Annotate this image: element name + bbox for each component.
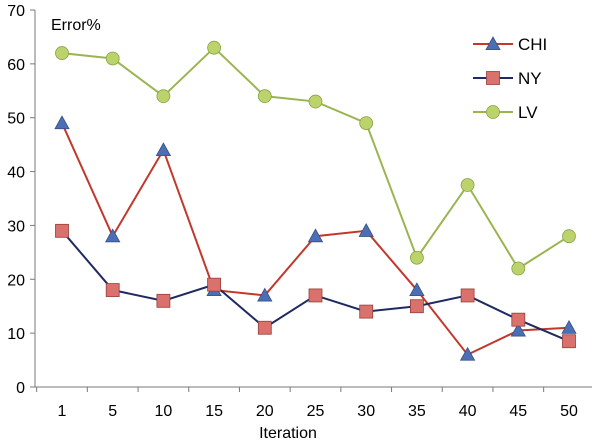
y-tick-label: 50 xyxy=(7,111,25,128)
data-point-ny xyxy=(562,334,576,349)
data-point-lv xyxy=(105,51,120,66)
data-point-chi xyxy=(105,228,121,243)
data-point-ny xyxy=(359,304,374,319)
x-tick-label: 35 xyxy=(408,403,426,420)
y-tick-label: 60 xyxy=(7,57,25,74)
series-line-ny xyxy=(61,230,570,343)
y-tick-label: 40 xyxy=(7,165,25,182)
data-point-lv xyxy=(156,89,171,104)
legend-marker xyxy=(485,36,501,50)
data-point-ny xyxy=(207,277,222,292)
legend-label: NY xyxy=(518,69,542,88)
legend-item-ny: NY xyxy=(473,69,542,88)
y-tick-label: 70 xyxy=(7,3,25,20)
series-chi xyxy=(54,115,577,361)
legend-label: LV xyxy=(518,103,538,122)
legend-item-chi: CHI xyxy=(473,35,547,54)
series-layer xyxy=(54,40,577,361)
x-tick-label: 10 xyxy=(155,403,173,420)
data-point-ny xyxy=(308,288,323,303)
legend-label: CHI xyxy=(518,35,547,54)
data-point-ny xyxy=(257,320,272,335)
data-point-lv xyxy=(207,40,222,55)
y-axis-title: Error% xyxy=(51,17,101,34)
data-point-chi xyxy=(307,228,324,243)
data-point-lv xyxy=(409,250,424,265)
data-point-lv xyxy=(308,94,323,109)
data-point-lv xyxy=(359,116,374,130)
legend-marker xyxy=(486,71,500,85)
x-tick-label: 45 xyxy=(509,403,527,420)
x-tick-label: 50 xyxy=(560,403,578,420)
data-point-lv xyxy=(511,261,526,276)
data-point-chi xyxy=(54,115,70,130)
series-ny xyxy=(55,223,576,349)
data-point-chi xyxy=(510,322,526,337)
x-tick-label: 1 xyxy=(58,403,67,420)
y-tick-label: 10 xyxy=(7,326,25,343)
x-tick-label: 30 xyxy=(357,403,375,420)
legend-item-lv: LV xyxy=(473,103,538,122)
data-point-ny xyxy=(156,293,171,308)
data-point-chi xyxy=(358,222,374,237)
data-point-ny xyxy=(55,223,69,238)
x-ticks: 1 5 10 15 20 25 30 35 40 45 50 xyxy=(36,387,578,420)
data-point-lv xyxy=(55,46,69,60)
x-tick-label: 40 xyxy=(459,403,477,420)
data-point-chi xyxy=(409,282,425,297)
data-point-chi xyxy=(561,319,577,334)
data-point-lv xyxy=(257,89,272,104)
legend-marker xyxy=(486,105,500,119)
x-tick-label: 15 xyxy=(205,403,223,420)
data-point-lv xyxy=(460,178,475,192)
legend: CHI NY LV xyxy=(473,35,547,122)
x-tick-label: 5 xyxy=(108,403,117,420)
axes xyxy=(34,10,592,388)
data-point-ny xyxy=(409,299,424,314)
data-point-ny xyxy=(460,288,475,303)
series-lv xyxy=(55,40,576,276)
x-axis-title: Iteration xyxy=(259,425,317,441)
y-tick-label: 30 xyxy=(7,218,25,235)
data-point-chi xyxy=(155,142,172,157)
x-tick-label: 20 xyxy=(256,403,274,420)
data-point-ny xyxy=(105,283,120,297)
data-point-ny xyxy=(511,312,526,327)
y-ticks: 0 10 20 30 40 50 60 70 xyxy=(7,3,35,397)
x-tick-label: 25 xyxy=(307,403,325,420)
data-point-chi xyxy=(459,346,476,361)
y-tick-label: 20 xyxy=(7,272,25,289)
y-tick-label: 0 xyxy=(16,380,25,397)
data-point-lv xyxy=(562,229,576,244)
data-point-chi xyxy=(257,287,273,302)
